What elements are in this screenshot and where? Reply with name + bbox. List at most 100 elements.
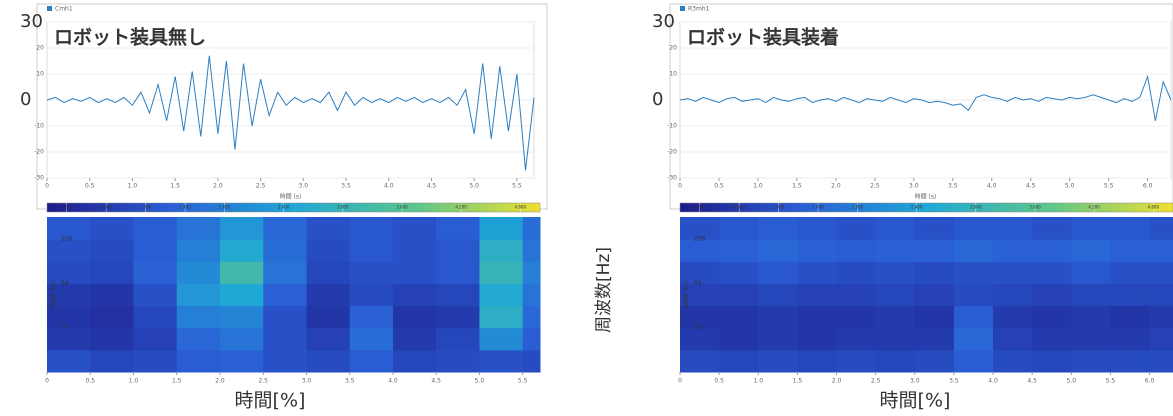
heat-cell (1110, 217, 1151, 240)
heat-cell (797, 283, 838, 307)
heat-cell (263, 327, 307, 351)
heat-cell (993, 349, 1033, 373)
heat-cell (1071, 349, 1111, 373)
heat-cell (522, 239, 541, 262)
heat-cell (133, 305, 178, 329)
heat-cell (47, 349, 91, 373)
heat-cell (306, 283, 351, 307)
heat-cell (133, 349, 178, 373)
x-tick-label: 2.0 (213, 183, 223, 190)
x-tick-label: 2.0 (831, 183, 841, 190)
heat-cell (719, 261, 759, 284)
x-tick-label: 5.0 (1065, 183, 1075, 190)
x-axis-label: 時間 (s) (915, 193, 937, 201)
x-tick-label: 4.5 (431, 378, 441, 385)
heat-cell (219, 239, 264, 262)
heat-cell (993, 261, 1033, 284)
y-tick-label: -20 (34, 149, 44, 156)
x-axis-label: 時間[%] (235, 390, 306, 412)
heat-cell (680, 283, 720, 307)
heat-cell (797, 217, 838, 240)
heat-cell (1032, 327, 1072, 351)
colorbar-tick-label: 3.600 (1029, 205, 1041, 210)
heat-cell (219, 217, 264, 240)
heat-cell (1032, 239, 1072, 262)
heat-cell (522, 283, 541, 307)
heat-cell (1071, 305, 1111, 329)
legend-swatch (47, 6, 52, 11)
big-y-tick-label: 0 (20, 89, 31, 110)
heat-cell (953, 239, 994, 262)
heat-cell (436, 283, 480, 307)
heat-cell (263, 349, 307, 373)
heat-cell (219, 261, 264, 284)
colorbar-tick-label: 4.200 (1088, 205, 1100, 210)
heat-cell (953, 283, 994, 307)
heat-cell (797, 239, 838, 262)
heat-cell (90, 327, 134, 351)
heat-cell (436, 349, 480, 373)
heat-cell (797, 261, 838, 284)
heat-cell (1071, 239, 1111, 262)
heat-cell (680, 261, 720, 284)
heat-cell (263, 283, 307, 307)
heat-cell (306, 349, 351, 373)
heat-cell (479, 239, 524, 262)
colorbar-tick-label: 1.000 (140, 205, 152, 210)
y-tick-label: 10 (36, 71, 44, 78)
x-tick-label: 1.5 (792, 183, 802, 190)
heat-cell (875, 305, 916, 329)
heat-cell (479, 217, 524, 240)
heat-cell (436, 239, 480, 262)
colorbar-tick-label: 3.000 (970, 205, 982, 210)
x-tick-label: 5.0 (475, 378, 485, 385)
heat-cell (758, 239, 798, 262)
colorbar-tick-label: 4.800 (515, 205, 527, 210)
heat-cell (1032, 283, 1072, 307)
heat-cell (133, 217, 178, 240)
heat-cell (719, 239, 759, 262)
heat-cell (993, 239, 1033, 262)
heat-cell (875, 217, 916, 240)
heat-cell (758, 261, 798, 284)
heat-cell (90, 349, 134, 373)
heat-cell (522, 261, 541, 284)
colorbar-tick-label: 0.200 (694, 205, 706, 210)
heat-cell (47, 239, 91, 262)
heat-cell (836, 217, 877, 240)
heat-cell (1032, 217, 1072, 240)
x-tick-label: 0.5 (714, 183, 724, 190)
heat-cell (176, 327, 221, 351)
colorbar-tick-label: 1.400 (812, 205, 824, 210)
heat-cell (1110, 283, 1151, 307)
x-tick-label: 1.5 (793, 378, 803, 385)
heat-cell (719, 305, 759, 329)
heat-cell (680, 349, 720, 373)
heat-cell (1149, 283, 1173, 307)
big-y-tick-label: 30 (652, 11, 675, 32)
heatmap-y-label: 周波数 (Hz) (50, 281, 57, 308)
heat-cell (436, 305, 480, 329)
heat-cell (306, 217, 351, 240)
heatmap-y-label: 周波数 (Hz) (683, 281, 690, 308)
x-tick-label: 4.0 (987, 183, 997, 190)
heat-cell (1032, 305, 1072, 329)
x-tick-label: 0.5 (714, 378, 724, 385)
heat-cell (263, 261, 307, 284)
heat-cell (349, 217, 394, 240)
heat-cell (1071, 217, 1111, 240)
signal-line (46, 55, 535, 171)
colorbar-tick-label: 2.400 (911, 205, 923, 210)
y-tick-label: -10 (34, 123, 44, 130)
heat-cell (176, 349, 221, 373)
heat-cell (522, 349, 541, 373)
heat-cell (176, 283, 221, 307)
heat-cell (349, 305, 394, 329)
heat-cell (133, 327, 178, 351)
heat-cell (219, 327, 264, 351)
heat-cell (1110, 261, 1151, 284)
x-tick-label: 2.5 (871, 378, 881, 385)
heat-cell (436, 327, 480, 351)
x-tick-label: 3.5 (948, 183, 958, 190)
heat-cell (993, 327, 1033, 351)
